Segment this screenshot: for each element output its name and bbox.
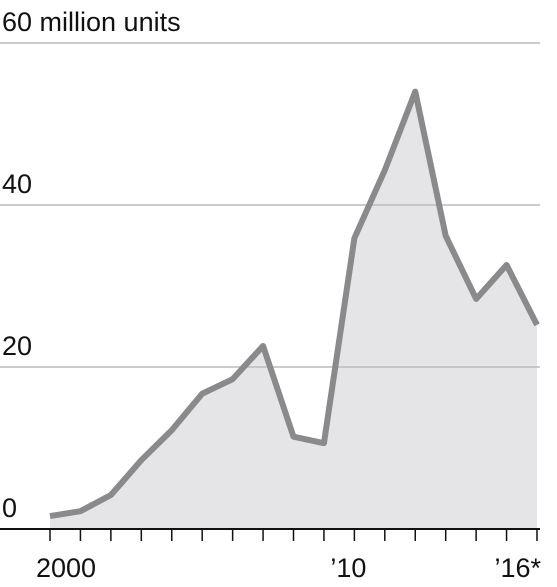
y-tick-label: 20 xyxy=(2,331,32,361)
y-tick-label: 0 xyxy=(2,493,17,523)
y-tick-label: 40 xyxy=(2,169,32,199)
x-tick-label: 2000 xyxy=(36,553,96,583)
area xyxy=(50,91,537,529)
x-tick-label: ’16* xyxy=(494,553,541,583)
line xyxy=(49,88,540,520)
y-tick-label: 60 million units xyxy=(2,7,181,37)
x-tick-label: ’10 xyxy=(330,553,366,583)
